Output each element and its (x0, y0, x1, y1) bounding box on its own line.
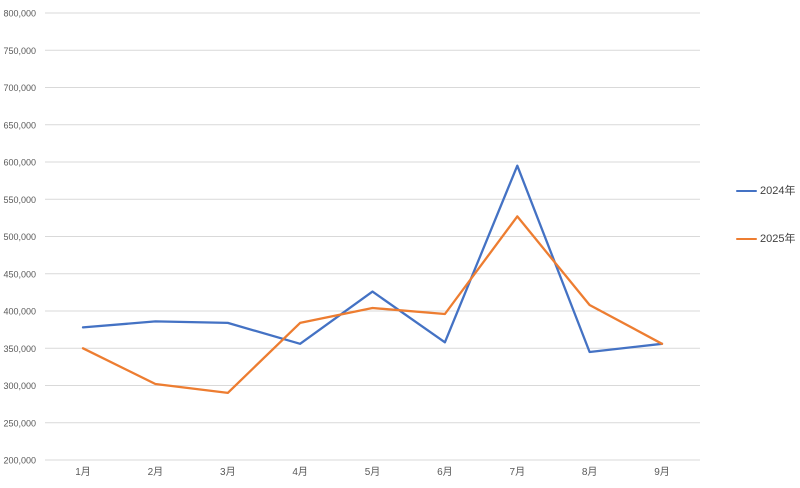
x-axis-tick-label: 4月 (292, 466, 308, 478)
x-axis-tick-label: 1月 (75, 466, 91, 478)
x-axis-tick-label: 2月 (148, 466, 164, 478)
y-axis-tick-label: 750,000 (3, 46, 36, 56)
x-axis-tick-label: 7月 (510, 466, 526, 478)
y-axis-tick-label: 350,000 (3, 344, 36, 354)
y-axis-tick-label: 300,000 (3, 381, 36, 391)
legend-item-2024: 2024年 (736, 184, 795, 198)
x-axis-tick-label: 9月 (654, 466, 670, 478)
x-axis-tick-label: 3月 (220, 466, 236, 478)
legend-label-2024: 2024年 (760, 185, 796, 197)
y-axis-tick-label: 400,000 (3, 307, 36, 317)
y-axis-tick-label: 500,000 (3, 232, 36, 242)
y-axis-tick-label: 600,000 (3, 158, 36, 168)
series-line-2024 (81, 164, 664, 354)
series-line-2025 (81, 215, 664, 395)
legend-label-2025: 2025年 (760, 233, 796, 245)
y-axis-tick-label: 450,000 (3, 269, 36, 279)
y-axis-tick-label: 250,000 (3, 418, 36, 428)
y-axis-tick-label: 650,000 (3, 120, 36, 130)
legend-line-marker-2024 (736, 189, 757, 193)
x-axis-tick-label: 8月 (582, 466, 598, 478)
y-axis-tick-label: 700,000 (3, 83, 36, 93)
legend-item-2025: 2025年 (736, 232, 795, 246)
y-axis-tick-label: 550,000 (3, 195, 36, 205)
chart-legend: 2024年 2025年 (736, 0, 800, 488)
x-axis-tick-label: 5月 (365, 466, 381, 478)
x-axis-tick-label: 6月 (437, 466, 453, 478)
y-axis-tick-label: 200,000 (3, 456, 36, 466)
y-axis-tick-label: 800,000 (3, 9, 36, 19)
legend-line-marker-2025 (736, 237, 757, 241)
